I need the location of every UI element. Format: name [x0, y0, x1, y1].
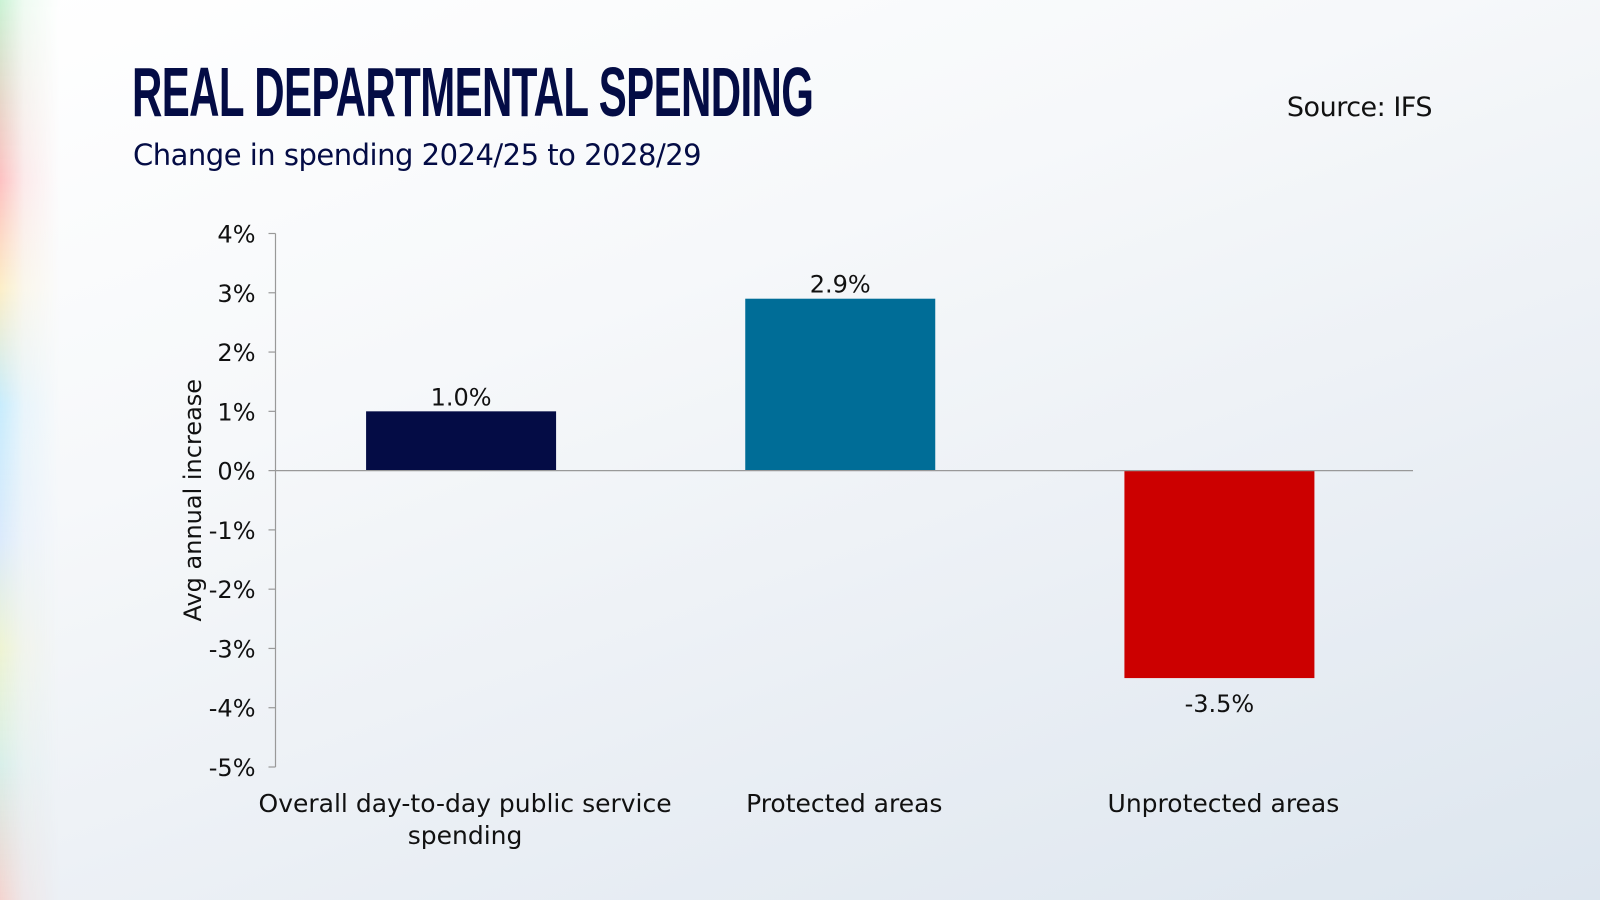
y-tick-label: -1%	[209, 517, 256, 545]
y-tick-label: -3%	[209, 635, 256, 663]
y-tick-label: 1%	[217, 398, 255, 426]
y-tick-label: 2%	[217, 339, 255, 367]
y-tick-label: 0%	[217, 458, 255, 486]
y-tick-label: -5%	[209, 754, 256, 782]
data-label: 1.0%	[431, 383, 492, 411]
data-label: 2.9%	[810, 271, 871, 299]
bar	[1124, 470, 1315, 679]
x-category-label: Overall day-to-day public service	[259, 789, 672, 818]
y-tick-label: 4%	[217, 221, 255, 249]
x-category-label: Protected areas	[746, 789, 942, 818]
source-label: Source: IFS	[1286, 92, 1433, 123]
bar	[366, 411, 557, 471]
y-axis-label: Avg annual increase	[179, 379, 207, 622]
data-label: -3.5%	[1185, 690, 1255, 718]
x-category-label: Unprotected areas	[1108, 789, 1340, 818]
y-tick-label: 3%	[217, 280, 255, 308]
decorative-edge-gradient	[0, 0, 60, 900]
chart-title: REAL DEPARTMENTAL SPENDING	[132, 53, 814, 131]
y-tick-label: -4%	[209, 695, 256, 723]
x-category-label: spending	[408, 821, 523, 850]
bar	[745, 298, 936, 471]
chart-subtitle: Change in spending 2024/25 to 2028/29	[133, 138, 702, 172]
y-tick-label: -2%	[209, 576, 256, 604]
